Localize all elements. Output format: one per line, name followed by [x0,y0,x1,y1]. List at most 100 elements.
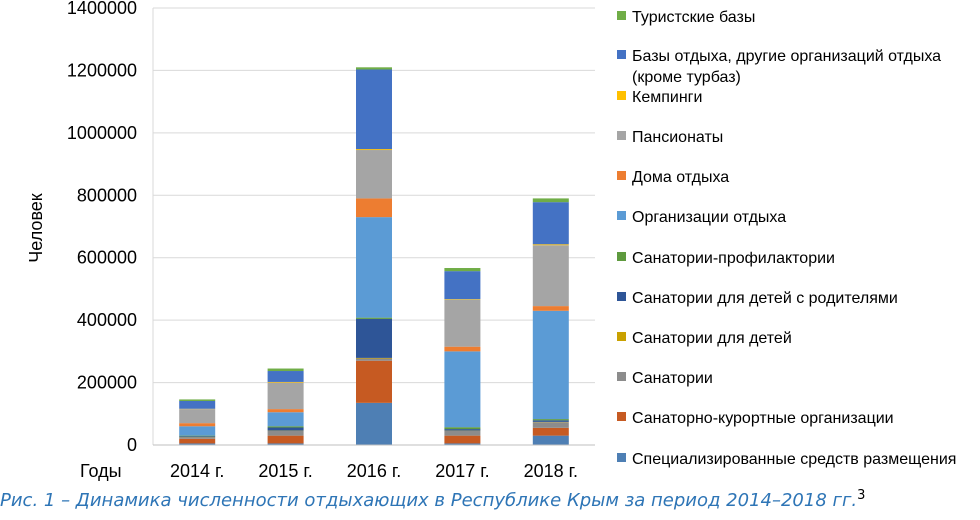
legend-item: Кемпинги [617,89,702,106]
bar-stack [267,368,304,445]
bar-segment [179,426,216,436]
legend-label: Специализированные средств размещения [632,451,956,468]
bar-segment [179,399,216,401]
bar-stack [532,198,569,445]
bar-segment [444,268,481,272]
bar-segment [179,443,216,445]
y-tick-label: 0 [127,435,137,455]
legend-item: Санаторно-курортные организации [617,410,894,427]
bar-segment [532,420,569,422]
legend-label: Санатории [632,370,713,387]
legend-item: Базы отдыха, другие организаций отдыха (к… [617,48,941,86]
bar-segment [179,409,216,424]
bar-segment [267,409,304,413]
bar-segment [356,358,392,361]
bar-stacks [179,67,569,445]
bar-segment [444,430,481,436]
bar-segment [267,426,304,428]
legend-label: Базы отдыха, другие организаций отдыха [632,48,941,65]
legend-item: Туристские базы [617,9,755,26]
legend-swatch [617,372,626,381]
bar-segment [532,198,569,203]
legend-label: Санатории-профилактории [632,250,835,267]
x-category-label: 2016 г. [347,461,401,481]
bar-segment [179,437,216,439]
legend-label: Кемпинги [632,89,702,106]
x-category-label: 2015 г. [258,461,312,481]
legend-swatch [617,412,626,421]
bar-segment [267,382,304,410]
bar-segment [267,368,304,372]
y-tick-label: 200000 [77,373,137,393]
legend-label: Санатории для детей с родителями [632,290,898,307]
bar-segment [179,436,216,438]
y-tick-label: 600000 [77,248,137,268]
bar-segment [179,438,216,444]
bar-segment [532,244,569,246]
bar-segment [444,427,481,430]
bar-segment [267,412,304,427]
bar-segment [532,419,569,421]
legend-item: Дома отдыха [617,169,729,186]
bar-segment [444,299,481,300]
bar-segment [356,149,392,151]
legend-swatch [617,252,626,261]
y-tick-label: 800000 [77,185,137,205]
bar-segment [532,306,569,311]
legend-item: Пансионаты [617,129,723,146]
legend-item: Санатории-профилактории [617,250,835,267]
legend-label: Организации отдыха [632,209,786,226]
bar-segment [356,217,392,318]
bar-segment [532,202,569,245]
legend-label: Пансионаты [632,129,723,146]
bar-segment [532,435,569,445]
legend-label: Санатории для детей [632,330,792,347]
legend: Туристские базы Базы отдыха, другие орган… [617,9,956,468]
bar-segment [356,150,392,199]
bar-segment [356,198,392,218]
bar-segment [356,317,392,319]
figure-caption: Рис. 1 – Динамика численности отдыхающих… [0,488,980,520]
bar-stack [356,67,392,445]
legend-item: Санатории [617,370,713,387]
legend-swatch [617,453,626,462]
bar-segment [267,430,304,436]
legend-item: Санатории для детей с родителями [617,290,898,307]
y-tick-label: 1400000 [67,0,137,18]
bar-segment [532,422,569,428]
bar-segment [444,271,481,300]
y-tick-label: 1200000 [67,60,137,80]
legend-swatch [617,211,626,220]
bar-segment [356,318,392,358]
legend-swatch [617,131,626,140]
bar-segment [444,429,481,431]
legend-label: Туристские базы [632,9,755,26]
legend-label: Санаторно-курортные организации [632,410,894,427]
bar-segment [267,381,304,383]
bar-segment [267,427,304,431]
bar-segment [444,351,481,428]
caption-text: Рис. 1 – Динамика численности отдыхающих… [0,490,858,511]
x-category-label: 2018 г. [524,461,578,481]
legend-swatch [617,50,626,59]
bar-segment [179,423,216,427]
legend-swatch [617,171,626,180]
y-axis-title: Человек [26,193,46,262]
bar-segment [356,402,392,445]
legend-item: Санатории для детей [617,330,792,347]
caption-footnote-mark: 3 [857,488,866,503]
bar-segment [444,443,481,445]
bar-stack [444,268,481,445]
bar-segment [532,427,569,436]
legend-item: Организации отдыха [617,209,786,226]
bar-segment [179,435,216,437]
bar-segment [356,69,392,150]
bar-segment [532,245,569,307]
bar-segment [532,310,569,420]
bar-segment [267,371,304,382]
axes: 0 200000 400000 600000 800000 1000000 1200000 1… [67,0,595,481]
x-axis-title: Годы [80,461,122,481]
legend-label: (кроме турбаз) [632,69,741,86]
legend-label: Дома отдыха [632,169,729,186]
